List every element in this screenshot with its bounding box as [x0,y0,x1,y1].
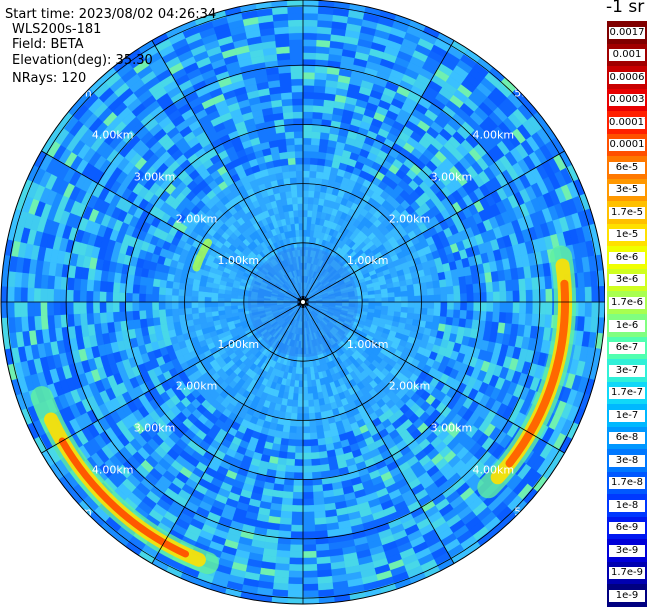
colorbar-tick-label: 1.7e-7 [609,387,645,400]
colorbar-segment: 3e-7 [607,359,647,383]
colorbar-segment: 1e-9 [607,584,647,607]
range-ring-label: 2.00km [389,212,431,225]
colorbar-tick-label: 3e-7 [609,364,645,377]
range-ring-label: 1.00km [218,254,260,267]
colorbar-segment: 6e-5 [607,156,647,180]
range-ring-label: 2.00km [176,212,218,225]
range-ring-label: 1.00km [218,338,260,351]
colorbar-tick-label: 3e-5 [609,184,645,197]
aerosol-layer-band [30,238,576,575]
colorbar-segment: 0.0001 [607,133,647,157]
colorbar-tick-label: 1e-9 [609,589,645,602]
colorbar-segment: 1e-6 [607,314,647,338]
colorbar: 0.0017 0.001 0.0006 0.0003 0.00017 0.0001 6e-5… [607,21,647,607]
colorbar-tick-label: 6e-8 [609,432,645,445]
colorbar-tick-label: 3e-8 [609,454,645,467]
colorbar-segment: 1e-8 [607,494,647,518]
range-ring-label: 3.00km [431,422,473,435]
colorbar-segment: 0.0006 [607,66,647,90]
colorbar-tick-label: 1.7e-6 [609,296,645,309]
range-ring-label: 1.00km [347,254,389,267]
colorbar-segment: 0.00017 [607,111,647,135]
colorbar-segment: 6e-8 [607,426,647,450]
range-ring-label: 5.00km [50,505,92,518]
colorbar-segment: 6e-6 [607,246,647,270]
colorbar-segment: 0.001 [607,43,647,67]
colorbar-segment: 1.7e-9 [607,561,647,585]
colorbar-tick-label: 6e-6 [609,251,645,264]
colorbar-segment: 1.7e-7 [607,381,647,405]
colorbar-tick-label: 6e-5 [609,161,645,174]
range-ring-label: 1.00km [347,338,389,351]
colorbar-tick-label: 6e-7 [609,342,645,355]
range-ring-label: 3.00km [134,170,176,183]
range-ring-label: 4.00km [92,464,134,477]
colorbar-segment: 1.7e-5 [607,201,647,225]
colorbar-segment: 6e-9 [607,516,647,540]
elevation-label: Elevation(deg): 35.30 [12,53,153,68]
colorbar-segment: 1e-5 [607,223,647,247]
colorbar-tick-label: 1e-5 [609,229,645,242]
range-ring-label: 3.00km [134,422,176,435]
range-ring-label: 2.00km [389,380,431,393]
range-ring-label: 4.00km [473,464,515,477]
colorbar-segment: 6e-7 [607,336,647,360]
colorbar-segment: 3e-5 [607,178,647,202]
range-ring-label: 3.00km [431,170,473,183]
colorbar-segment: 1.7e-8 [607,471,647,495]
colorbar-tick-label: 1e-8 [609,499,645,512]
colorbar-tick-label: 6e-9 [609,522,645,535]
unit-label: -1 sr [606,0,645,17]
colorbar-segment: 3e-6 [607,268,647,292]
colorbar-tick-label: 3e-9 [609,544,645,557]
colorbar-tick-label: 1e-7 [609,409,645,422]
field-label: Field: BETA [12,37,84,52]
colorbar-tick-label: 3e-6 [609,274,645,287]
range-ring-label: 4.00km [473,129,515,142]
scan-info-panel: Start time: 2023/08/02 04:26:34 WLS200s-… [0,0,320,100]
ppi-scan-display[interactable]: 1.00km 1.00km 1.00km 1.00km 2.00km 2.00km 2.00… [0,0,605,607]
scan-boundary [0,0,605,605]
range-ring-label: 5.00km [514,505,556,518]
colorbar-segment: 0.0017 [607,21,647,45]
backscatter-field [1,0,605,604]
colorbar-tick-label: 0.0017 [609,26,645,39]
colorbar-segment: 3e-8 [607,449,647,473]
range-ring-label: 4.00km [92,129,134,142]
colorbar-tick-label: 1e-6 [609,319,645,332]
start-time-label: Start time: 2023/08/02 04:26:34 [5,7,217,22]
colorbar-tick-label: 1.7e-5 [609,206,645,219]
colorbar-segment: 1e-7 [607,404,647,428]
nrays-label: NRays: 120 [12,71,87,86]
radar-center-marker [297,296,309,308]
colorbar-segment: 3e-9 [607,539,647,563]
colorbar-tick-label: 0.0006 [609,71,645,84]
range-ring-label: 2.00km [176,380,218,393]
colorbar-tick-label: 0.0001 [609,139,645,152]
colorbar-tick-label: 0.001 [609,49,645,62]
colorbar-tick-label: 1.7e-9 [609,567,645,580]
colorbar-tick-label: 0.0003 [609,94,645,107]
colorbar-tick-label: 1.7e-8 [609,477,645,490]
colorbar-segment: 1.7e-6 [607,291,647,315]
instrument-label: WLS200s-181 [12,22,102,37]
colorbar-segment: 0.0003 [607,88,647,112]
colorbar-tick-label: 0.00017 [609,116,645,129]
polar-grid [1,0,605,604]
